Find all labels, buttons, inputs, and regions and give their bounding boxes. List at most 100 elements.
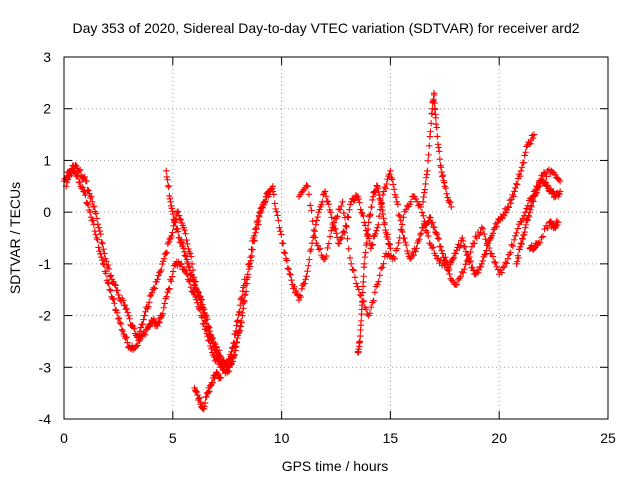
data-point xyxy=(179,240,187,248)
series-ard2-track-b xyxy=(62,161,272,371)
data-point xyxy=(318,201,325,208)
data-point xyxy=(284,265,292,272)
x-tick-labels: 0 5 10 15 20 25 xyxy=(60,430,616,446)
data-point xyxy=(163,293,170,300)
data-point xyxy=(364,226,372,233)
data-point xyxy=(381,219,389,227)
data-point xyxy=(452,250,459,257)
data-point xyxy=(89,198,96,205)
data-point xyxy=(188,271,195,279)
data-point xyxy=(276,224,283,231)
data-point xyxy=(214,371,222,378)
data-point xyxy=(360,273,367,280)
data-point xyxy=(417,230,425,237)
data-point xyxy=(201,399,209,407)
data-point xyxy=(98,238,105,246)
data-point xyxy=(522,224,529,231)
data-points xyxy=(60,90,564,413)
data-point xyxy=(314,213,321,221)
data-point xyxy=(293,287,300,295)
data-point xyxy=(387,245,394,252)
data-point xyxy=(517,218,524,225)
series-ard2-track-d xyxy=(191,369,224,413)
data-point xyxy=(340,209,347,217)
data-point xyxy=(514,181,521,188)
data-point xyxy=(335,240,343,247)
data-point xyxy=(517,243,524,250)
data-point xyxy=(439,250,446,257)
data-point xyxy=(186,267,194,274)
data-point xyxy=(489,230,497,237)
data-point xyxy=(522,149,529,156)
data-point xyxy=(81,173,89,181)
data-point xyxy=(376,213,383,220)
x-tick-label: 20 xyxy=(491,430,507,446)
data-point xyxy=(256,213,263,220)
data-point xyxy=(370,297,377,304)
data-point xyxy=(159,310,167,317)
data-point xyxy=(385,240,392,247)
data-point xyxy=(420,212,427,219)
data-point xyxy=(532,192,539,199)
data-point xyxy=(175,212,183,219)
data-point xyxy=(504,255,512,262)
data-point xyxy=(124,339,131,346)
data-point xyxy=(360,297,367,305)
data-point xyxy=(196,394,203,401)
data-point xyxy=(273,208,280,215)
data-point xyxy=(413,245,420,252)
data-point xyxy=(448,203,455,211)
data-point xyxy=(205,324,213,331)
data-point xyxy=(310,226,318,234)
data-point xyxy=(427,120,435,127)
data-point xyxy=(486,244,493,252)
data-point xyxy=(112,282,119,289)
data-point xyxy=(165,238,172,246)
data-point xyxy=(200,305,208,313)
data-point xyxy=(181,248,188,255)
data-point xyxy=(391,255,398,262)
data-point xyxy=(163,249,171,256)
data-point xyxy=(527,140,534,147)
data-point xyxy=(269,188,277,195)
data-point xyxy=(357,332,364,340)
data-point xyxy=(182,269,190,277)
data-point xyxy=(129,322,136,329)
data-point xyxy=(169,268,177,275)
data-point xyxy=(122,335,129,342)
data-point xyxy=(400,214,407,221)
data-point xyxy=(403,247,411,255)
data-point xyxy=(192,387,200,395)
data-point xyxy=(512,184,519,192)
data-point xyxy=(232,330,239,338)
data-point xyxy=(121,302,129,309)
data-point xyxy=(551,171,559,178)
data-point xyxy=(394,245,401,252)
data-point xyxy=(327,209,334,216)
data-point xyxy=(436,148,443,155)
data-point xyxy=(105,265,113,273)
data-point xyxy=(65,173,73,181)
data-point xyxy=(168,232,175,240)
data-point xyxy=(483,240,490,248)
data-point xyxy=(95,224,103,231)
data-point xyxy=(525,213,533,221)
data-point xyxy=(517,167,525,174)
x-tick-label: 5 xyxy=(169,430,177,446)
data-point xyxy=(544,182,551,189)
data-point xyxy=(397,226,405,233)
data-point xyxy=(209,334,216,342)
data-point xyxy=(484,239,492,247)
x-tick-label: 10 xyxy=(274,430,290,446)
data-point xyxy=(163,167,170,174)
data-point xyxy=(523,205,530,212)
data-point xyxy=(386,171,393,178)
data-point xyxy=(261,198,269,206)
data-point xyxy=(344,235,351,242)
data-point xyxy=(330,219,338,226)
data-point xyxy=(433,124,440,131)
data-point xyxy=(514,258,521,265)
data-point xyxy=(426,133,434,140)
data-point xyxy=(426,142,433,150)
